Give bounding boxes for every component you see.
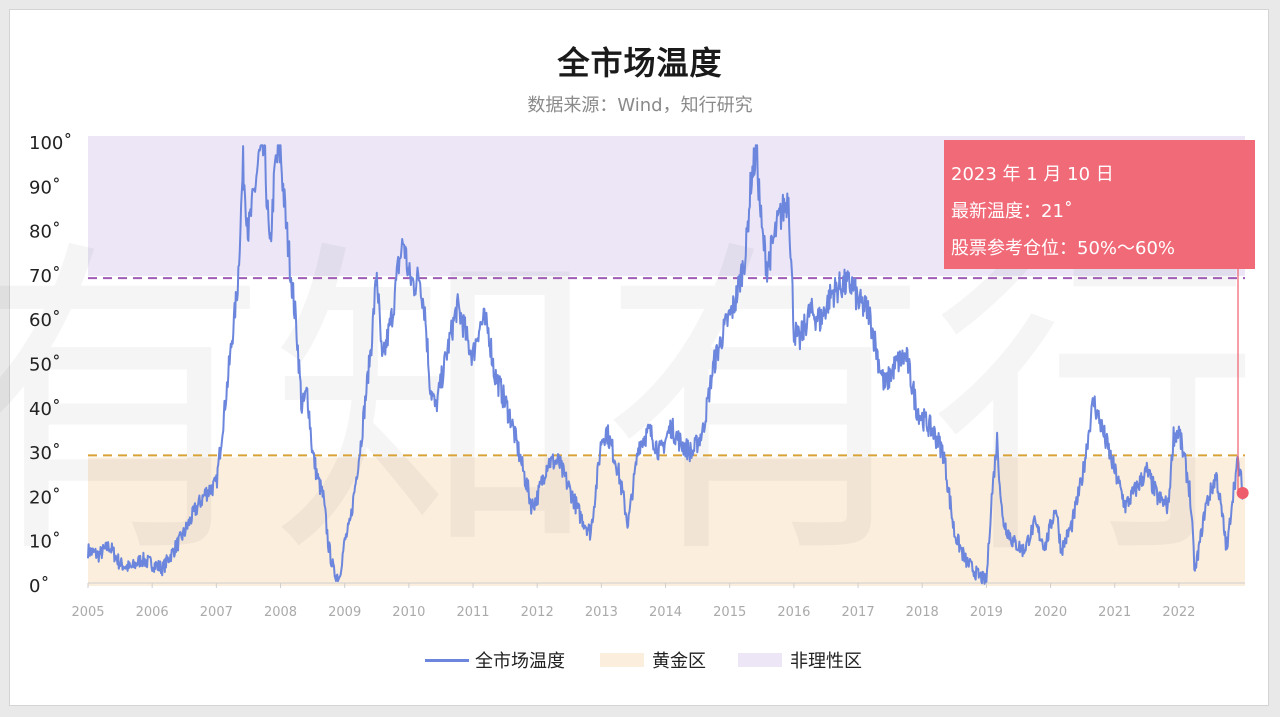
x-tick-label: 2007 xyxy=(200,605,233,620)
x-tick-label: 2016 xyxy=(777,605,810,620)
x-tick-label: 2012 xyxy=(521,605,554,620)
chart-title: 全市场温度 xyxy=(557,44,723,82)
legend-item-irrational[interactable]: 非理性区 xyxy=(738,648,862,672)
x-axis: 2005 2006 2007 2008 2009 2010 2011 2012 2013 2014… xyxy=(71,582,1245,620)
legend-label-series: 全市场温度 xyxy=(475,651,565,672)
x-tick-label: 2010 xyxy=(392,605,425,620)
y-tick-label: 20˚ xyxy=(29,487,61,508)
x-tick-label: 2009 xyxy=(328,605,361,620)
y-tick-label: 100˚ xyxy=(29,133,72,154)
legend-item-series[interactable]: 全市场温度 xyxy=(425,648,565,672)
legend-label-golden: 黄金区 xyxy=(652,651,706,672)
latest-point-marker xyxy=(1236,486,1249,499)
x-tick-label: 2018 xyxy=(906,605,939,620)
callout-temperature: 最新温度：21˚ xyxy=(951,201,1073,222)
legend-line-swatch xyxy=(425,658,469,662)
x-tick-label: 2015 xyxy=(713,605,746,620)
x-tick-label: 2008 xyxy=(264,605,297,620)
temperature-line xyxy=(87,144,1245,585)
watermark: 有知有行 xyxy=(0,214,1260,598)
x-tick-label: 2022 xyxy=(1162,605,1195,620)
x-tick-label: 2014 xyxy=(649,605,682,620)
x-tick-label: 2005 xyxy=(71,605,104,620)
legend-item-golden[interactable]: 黄金区 xyxy=(600,648,706,672)
y-tick-label: 80˚ xyxy=(29,222,61,243)
legend-irrational-swatch xyxy=(738,653,782,667)
x-tick-label: 2020 xyxy=(1034,605,1067,620)
y-axis: 0˚ 10˚ 20˚ 30˚ 40˚ 50˚ 60˚ 70˚ 80˚ 90˚ 100˚ xyxy=(29,133,72,597)
callout-position: 股票参考仓位：50%～60% xyxy=(951,238,1176,259)
y-tick-label: 70˚ xyxy=(29,266,61,287)
x-tick-label: 2021 xyxy=(1098,605,1131,620)
x-tick-label: 2019 xyxy=(970,605,1003,620)
reference-lines xyxy=(88,277,1245,457)
y-tick-label: 90˚ xyxy=(29,177,61,198)
y-tick-label: 10˚ xyxy=(29,532,61,553)
y-tick-label: 30˚ xyxy=(29,443,61,464)
temperature-series xyxy=(87,144,1245,585)
y-tick-label: 50˚ xyxy=(29,355,61,376)
chart-subtitle: 数据来源：Wind，知行研究 xyxy=(527,95,753,116)
y-tick-label: 0˚ xyxy=(29,576,49,597)
y-tick-label: 40˚ xyxy=(29,399,61,420)
callout-date: 2023 年 1 月 10 日 xyxy=(951,164,1114,185)
x-tick-label: 2013 xyxy=(585,605,618,620)
x-tick-label: 2011 xyxy=(456,605,489,620)
latest-callout: 2023 年 1 月 10 日 最新温度：21˚ 股票参考仓位：50%～60% xyxy=(944,140,1255,269)
y-tick-label: 60˚ xyxy=(29,310,61,331)
legend: 全市场温度 黄金区 非理性区 xyxy=(0,648,1280,672)
x-tick-label: 2006 xyxy=(136,605,169,620)
legend-label-irrational: 非理性区 xyxy=(790,651,862,672)
chart-card xyxy=(9,9,1269,706)
x-tick-label: 2017 xyxy=(842,605,875,620)
legend-golden-swatch xyxy=(600,653,644,667)
watermark-text: 有知有行 xyxy=(0,214,1260,598)
